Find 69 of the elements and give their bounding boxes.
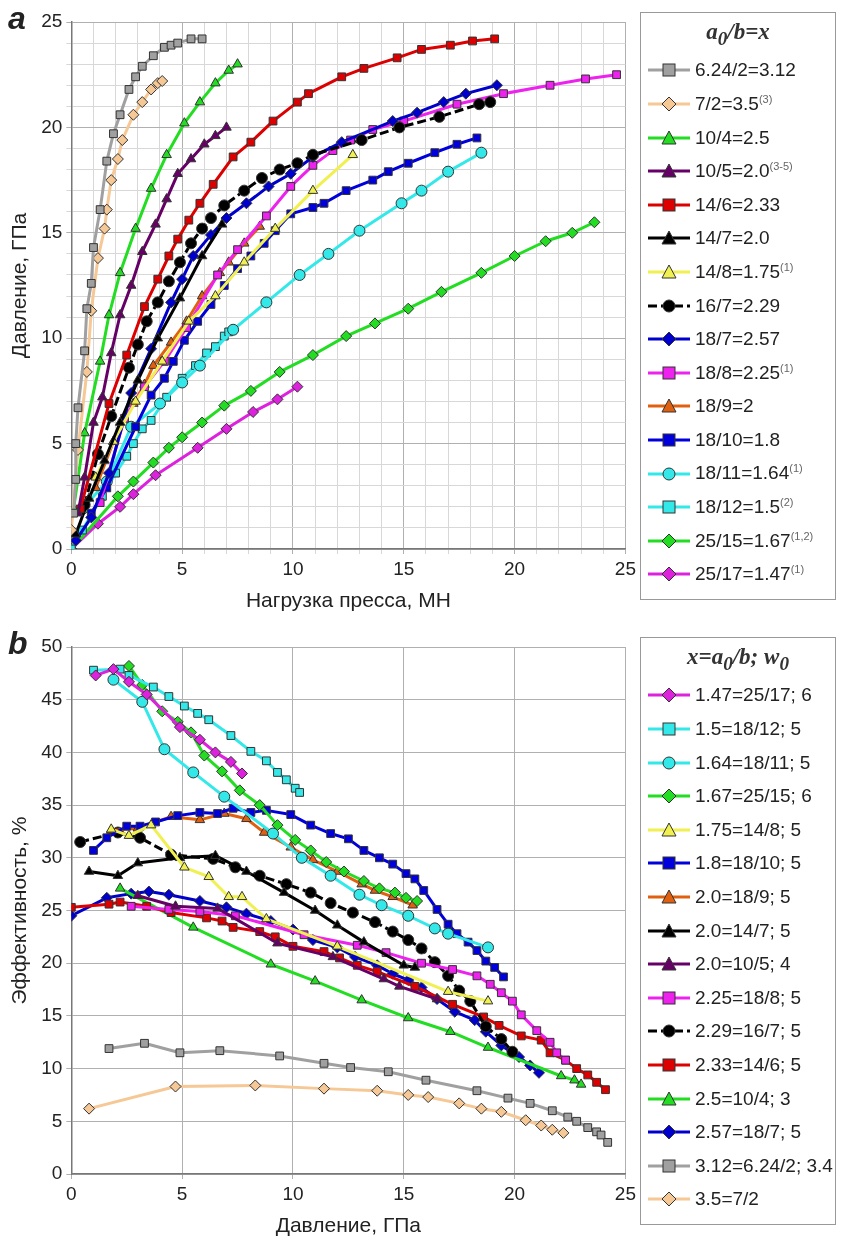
x-axis-title: Нагрузка пресса, МН (245, 588, 451, 612)
x-tick-label: 20 (504, 557, 526, 579)
legend-label: 1.67=25/15; 6 (695, 785, 812, 808)
legend-label: 25/15=1.67$^{(1,2)}$ (695, 529, 814, 552)
chart-title: a (8, 0, 26, 37)
y-tick-label: 25 (41, 10, 63, 32)
x-tick-label: 10 (282, 1182, 304, 1204)
y-tick-label: 30 (41, 846, 63, 868)
legend-label: 1.47=25/17; 6 (695, 684, 812, 707)
legend-label: 18/10=1.8 (695, 428, 781, 451)
x-tick-label: 15 (393, 1182, 415, 1204)
y-tick-label: 15 (41, 1004, 63, 1026)
legend-label: 10/5=2.0$^{(3-5)}$ (695, 160, 793, 183)
legend-label: 16/7=2.29 (695, 294, 781, 317)
y-tick-label: 40 (41, 740, 63, 762)
legend-title: x=a$_{0}$/b; w$_{0}$ (685, 644, 790, 675)
legend-label: 2.5=10/4; 3 (695, 1087, 791, 1110)
x-tick-label: 10 (282, 557, 304, 579)
legend-label: 2.0=18/9; 5 (695, 885, 791, 908)
legend-label: 18/8=2.25$^{(1)}$ (695, 361, 794, 384)
x-tick-label: 15 (393, 557, 415, 579)
x-tick-label: 5 (176, 1182, 188, 1204)
legend-title: a$_{0}$/b=x (705, 19, 771, 50)
y-tick-label: 20 (41, 115, 63, 137)
legend-label: 7/2=3.5$^{(3)}$ (695, 92, 773, 116)
y-tick-label: 35 (41, 793, 63, 815)
legend-label: 1.75=14/8; 5 (695, 818, 802, 841)
legend-label: 2.0=10/5; 4 (695, 953, 791, 976)
legend-label: 2.33=14/6; 5 (695, 1053, 802, 1076)
y-tick-label: 45 (41, 687, 63, 709)
legend-label: 3.5=7/2 (695, 1188, 759, 1211)
y-tick-label: 5 (51, 1109, 63, 1131)
y-tick-label: 25 (41, 898, 63, 920)
x-tick-label: 5 (176, 557, 188, 579)
legend-label: 14/7=2.0 (695, 227, 770, 250)
y-tick-label: 20 (41, 951, 63, 973)
y-axis-title: Давление, ГПа (7, 212, 31, 359)
y-tick-label: 0 (51, 1162, 63, 1184)
legend-label: 2.29=16/7; 5 (695, 1020, 802, 1043)
y-tick-label: 0 (51, 537, 63, 559)
legend-label: 1.8=18/10; 5 (695, 852, 802, 875)
legend-label: 18/12=1.5$^{(2)}$ (695, 495, 794, 519)
legend-label: 18/9=2 (695, 395, 754, 418)
legend-label: 25/17=1.47$^{(1)}$ (695, 563, 805, 586)
legend-label: 18/7=2.57 (695, 328, 781, 351)
y-tick-label: 5 (51, 431, 63, 453)
chart-title: b (8, 625, 28, 662)
x-axis-title: Давление, ГПа (275, 1213, 422, 1237)
legend-label: 6.24/2=3.12 (695, 59, 796, 82)
legend-label: 1.5=18/12; 5 (695, 717, 802, 740)
legend-label: 14/6=2.33 (695, 193, 781, 216)
legend-label: 2.0=14/7; 5 (695, 919, 791, 942)
y-tick-label: 10 (41, 1056, 63, 1078)
legend-label: 14/8=1.75$^{(1)}$ (695, 260, 794, 284)
legend-label: 2.57=18/7; 5 (695, 1121, 802, 1144)
x-tick-label: 0 (66, 1182, 77, 1204)
legend-label: 3.12=6.24/2; 3.4 (695, 1154, 833, 1177)
legend-label: 10/4=2.5 (695, 126, 770, 149)
y-tick-label: 10 (41, 326, 63, 348)
legend-label: 18/11=1.64$^{(1)}$ (695, 462, 803, 485)
y-axis-title: Эффективность, % (7, 816, 31, 1005)
legend-label: 1.64=18/11; 5 (695, 751, 811, 774)
x-tick-label: 20 (504, 1182, 526, 1204)
x-tick-label: 25 (614, 557, 636, 579)
x-tick-label: 25 (614, 1182, 636, 1204)
legend-label: 2.25=18/8; 5 (695, 986, 802, 1009)
y-tick-label: 15 (41, 221, 63, 243)
y-tick-label: 50 (41, 635, 63, 657)
x-tick-label: 0 (66, 557, 77, 579)
